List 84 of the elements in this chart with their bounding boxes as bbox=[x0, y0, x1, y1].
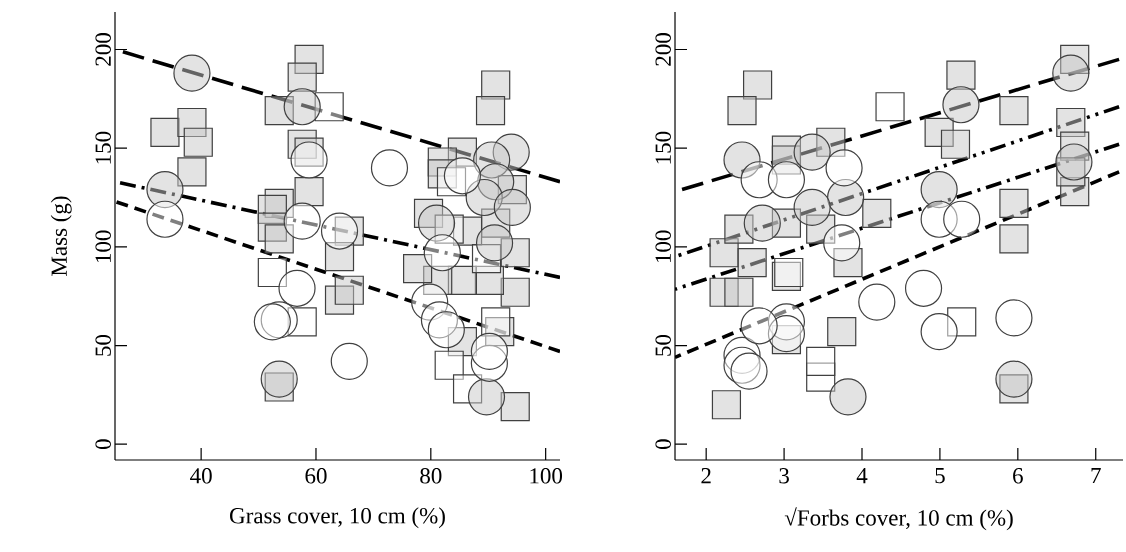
x-tick-label: 7 bbox=[1091, 468, 1101, 484]
point bbox=[500, 277, 530, 307]
point bbox=[481, 70, 511, 100]
y-tick-label: 200 bbox=[655, 33, 671, 66]
point bbox=[177, 157, 207, 187]
point bbox=[423, 234, 461, 272]
point bbox=[995, 299, 1033, 337]
point bbox=[370, 149, 409, 187]
y-tick-label: 100 bbox=[655, 230, 671, 263]
point bbox=[943, 200, 981, 238]
point bbox=[283, 88, 321, 126]
point bbox=[999, 96, 1029, 126]
x-tick-label: 100 bbox=[530, 468, 563, 484]
point bbox=[942, 86, 980, 124]
y-tick-label: 50 bbox=[95, 334, 111, 356]
point bbox=[767, 161, 806, 199]
point bbox=[793, 133, 831, 171]
point bbox=[334, 275, 364, 305]
point bbox=[475, 224, 514, 262]
y-tick-label: 0 bbox=[95, 439, 111, 450]
point bbox=[475, 96, 506, 126]
point bbox=[427, 311, 465, 349]
point bbox=[443, 157, 481, 195]
x-tick-label: 2 bbox=[701, 468, 711, 484]
point bbox=[470, 332, 508, 371]
x-axis-title: √Forbs cover, 10 cm (%) bbox=[784, 507, 1013, 531]
point bbox=[999, 224, 1029, 254]
x-tick-label: 3 bbox=[779, 468, 789, 484]
x-tick-label: 40 bbox=[190, 468, 212, 484]
y-tick-label: 200 bbox=[95, 33, 111, 66]
point bbox=[743, 204, 781, 242]
point bbox=[260, 360, 298, 398]
x-axis-title: Grass cover, 10 cm (%) bbox=[230, 507, 445, 529]
point bbox=[500, 392, 530, 422]
point bbox=[995, 360, 1033, 398]
y-tick-label: 150 bbox=[655, 131, 671, 164]
point bbox=[920, 313, 958, 351]
point bbox=[827, 317, 857, 347]
point bbox=[904, 269, 943, 307]
point bbox=[724, 277, 754, 307]
y-tick-label: 150 bbox=[95, 131, 111, 164]
point bbox=[793, 188, 831, 226]
point bbox=[264, 224, 294, 254]
point bbox=[146, 200, 184, 238]
x-tick-label: 4 bbox=[856, 468, 868, 484]
point bbox=[1055, 143, 1093, 181]
x-tick-label: 60 bbox=[305, 468, 327, 484]
point bbox=[825, 149, 863, 187]
point bbox=[330, 342, 368, 380]
point bbox=[183, 127, 213, 157]
y-tick-label: 50 bbox=[655, 334, 671, 356]
point bbox=[253, 303, 291, 341]
y-tick-label: 0 bbox=[655, 439, 671, 450]
point bbox=[150, 117, 180, 147]
point bbox=[493, 188, 531, 226]
point bbox=[417, 204, 456, 242]
point bbox=[940, 129, 971, 159]
point bbox=[742, 70, 773, 100]
x-tick-label: 6 bbox=[1013, 468, 1023, 484]
point bbox=[727, 96, 757, 126]
point bbox=[278, 269, 316, 307]
point bbox=[481, 307, 511, 337]
point bbox=[829, 378, 867, 416]
point bbox=[823, 224, 861, 262]
point bbox=[467, 378, 506, 416]
x-tick-label: 80 bbox=[420, 468, 442, 484]
point bbox=[946, 60, 976, 90]
point bbox=[740, 307, 778, 345]
point bbox=[711, 390, 742, 420]
point bbox=[283, 202, 321, 240]
point bbox=[287, 62, 317, 92]
point bbox=[862, 198, 892, 228]
point bbox=[999, 188, 1029, 219]
point bbox=[173, 54, 211, 92]
point bbox=[320, 212, 359, 250]
point bbox=[294, 176, 324, 207]
point bbox=[290, 141, 328, 179]
y-tick-label: 100 bbox=[95, 230, 111, 263]
x-tick-label: 5 bbox=[935, 468, 945, 484]
y-axis-title: Mass (g) bbox=[50, 196, 72, 276]
point bbox=[730, 352, 768, 390]
point bbox=[737, 248, 767, 278]
point bbox=[858, 283, 896, 321]
point bbox=[1052, 54, 1090, 92]
